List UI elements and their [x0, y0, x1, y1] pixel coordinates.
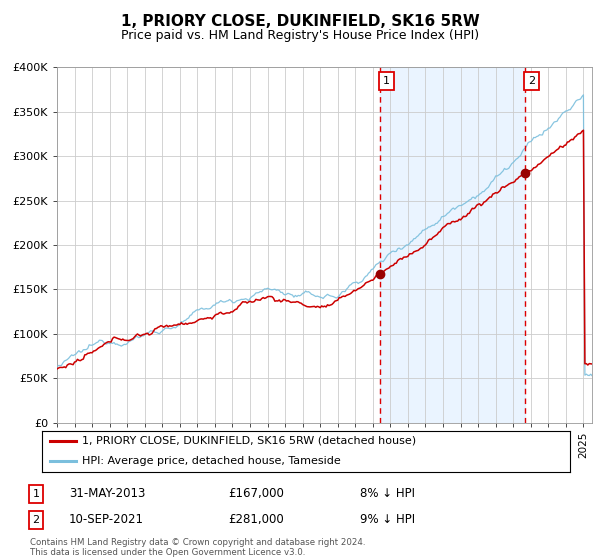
Text: HPI: Average price, detached house, Tameside: HPI: Average price, detached house, Tame… — [82, 456, 340, 466]
Text: 1, PRIORY CLOSE, DUKINFIELD, SK16 5RW: 1, PRIORY CLOSE, DUKINFIELD, SK16 5RW — [121, 14, 479, 29]
Text: 1: 1 — [32, 489, 40, 499]
Text: £281,000: £281,000 — [228, 513, 284, 526]
Text: £167,000: £167,000 — [228, 487, 284, 501]
Bar — [380, 67, 526, 423]
Text: 2: 2 — [528, 76, 535, 86]
Text: 2: 2 — [32, 515, 40, 525]
Text: 1, PRIORY CLOSE, DUKINFIELD, SK16 5RW (detached house): 1, PRIORY CLOSE, DUKINFIELD, SK16 5RW (d… — [82, 436, 416, 446]
Text: 1: 1 — [383, 76, 390, 86]
Text: 31-MAY-2013: 31-MAY-2013 — [69, 487, 145, 501]
Text: 9% ↓ HPI: 9% ↓ HPI — [360, 513, 415, 526]
Text: Price paid vs. HM Land Registry's House Price Index (HPI): Price paid vs. HM Land Registry's House … — [121, 29, 479, 42]
Text: Contains HM Land Registry data © Crown copyright and database right 2024.
This d: Contains HM Land Registry data © Crown c… — [30, 538, 365, 557]
Text: 10-SEP-2021: 10-SEP-2021 — [69, 513, 144, 526]
Text: 8% ↓ HPI: 8% ↓ HPI — [360, 487, 415, 501]
